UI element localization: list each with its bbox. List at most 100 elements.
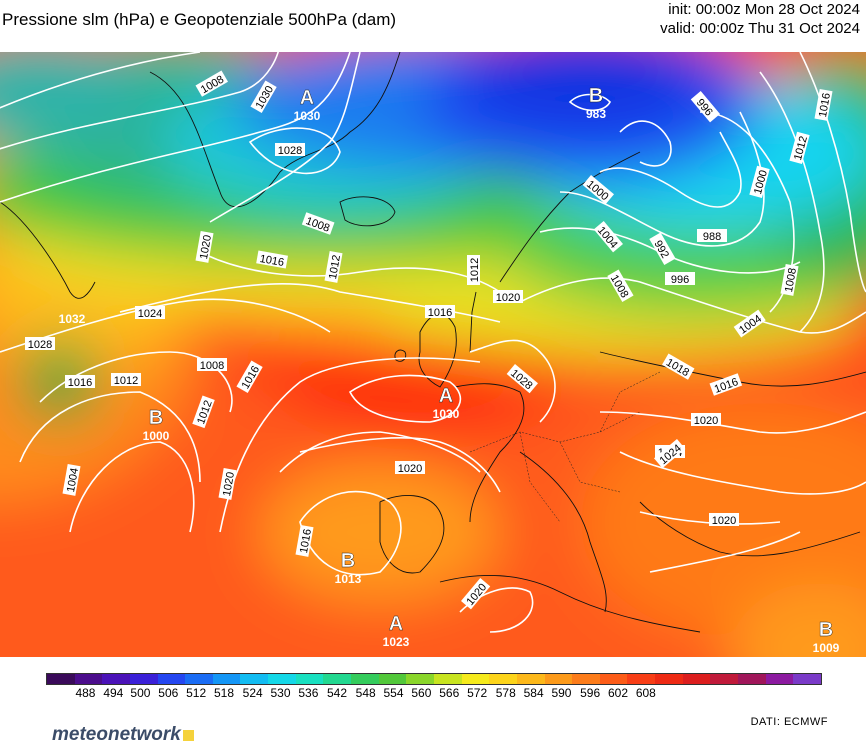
color-scale-segment [765,674,794,684]
isobar-label-text: 1028 [28,339,52,351]
isobar-value-label: 1028 [25,337,55,351]
color-scale-segment [710,674,739,684]
color-scale-tick-label: 584 [523,686,544,700]
color-scale-segment [102,674,130,684]
pressure-center-value: 1032 [59,312,86,326]
isobar-label-background [236,360,263,393]
isobar-label-background [197,358,227,371]
color-scale-tick-label: 488 [75,686,96,700]
color-scale-segment [544,674,573,684]
isobar-label-background [111,373,141,386]
isobar-label-background [395,461,425,474]
isobar-value-label: 1004 [62,464,81,496]
isobar-value-label: 988 [697,229,727,243]
color-scale-segment [351,674,379,684]
color-scale-segment [516,674,545,684]
run-info: init: 00:00z Mon 28 Oct 2024 valid: 00:0… [660,0,860,38]
isobar-value-label: 1020 [709,513,739,527]
isobar-label-text: 1016 [817,92,833,118]
color-scale-segment [268,674,296,684]
color-scale-tick-label: 500 [130,686,151,700]
color-scale-tick-label: 506 [158,686,179,700]
map-canvas: 1008 1030 1028 1008 1016 1012 1012 1016 1020 1020… [0,52,866,657]
color-scale-tick-label: 608 [635,686,656,700]
color-scale-tick-label: 524 [242,686,263,700]
color-scale-segment [655,674,683,684]
isobar-label-background [195,231,214,263]
isobar-label-background [649,232,676,265]
isobar-label-text: 1020 [221,471,237,497]
logo-text: meteonetwork [52,724,181,745]
isobar-label-text: 1008 [200,360,224,372]
isobar-label-text: 1024 [138,308,162,320]
color-scale-segment [323,674,352,684]
pressure-center-value: 1030 [294,109,321,123]
isobar-label-text: 988 [703,231,721,243]
isobar-value-label: 1024 [135,306,165,320]
isobar-value-label: 1012 [111,373,141,387]
isobar-label-background [662,353,695,380]
isobar-label-background [690,91,721,123]
pressure-center-value: 1023 [383,635,410,649]
pressure-center-value: 1000 [143,429,170,443]
isobar-label-background [425,305,455,318]
isobar-label-background [814,89,833,121]
isobar-label-background [25,337,55,350]
isobar-labels: 1008 1030 1028 1008 1016 1012 1012 1016 1020 1020… [25,70,833,610]
color-scale-tick-label: 494 [103,686,124,700]
color-scale-tick-label: 518 [214,686,235,700]
isobar-value-label: 1020 [218,468,237,500]
isobar-value-label: 1016 [295,525,314,557]
isobar-label-background [301,212,335,235]
color-scale-tick-label: 578 [495,686,516,700]
isobar-value-label: 1012 [324,251,343,283]
isobar-value-label: 1008 [197,358,227,372]
isobar-label-background [195,70,228,97]
color-scale-segment [627,674,656,684]
isobar-label-text: 1016 [428,307,452,319]
isobar-value-label: 1016 [256,250,288,269]
color-scale-tick-label: 566 [439,686,460,700]
isobar-label-background [709,513,739,526]
data-credit: DATI: ECMWF [750,716,828,728]
high-pressure-marker: A [389,613,403,635]
pressure-center-value: 1030 [433,407,460,421]
color-scale-segment [738,674,766,684]
isobar-label-background [295,525,314,557]
color-scale-segment [406,674,434,684]
color-scale-segment [793,674,821,684]
isobar-label-background [749,165,770,199]
isobar-value-label: 1020 [195,231,214,263]
isobar-label-background [789,131,810,165]
pressure-center-value: 1013 [335,572,362,586]
isobar-value-label: 1012 [467,255,481,285]
isobar-label-text: 1020 [198,234,214,260]
isobar-label-background [506,363,538,394]
high-pressure-marker: A [300,87,314,109]
isobar-label-background [275,143,305,156]
isobar-label-text: 1012 [469,258,481,282]
isobar-label-background [654,438,686,469]
color-scale-segment [185,674,213,684]
color-scale-segment [295,674,324,684]
isobar-label-background [709,373,743,396]
isobar-label-text: 1016 [259,253,285,269]
color-scale-tick-label: 590 [551,686,572,700]
low-pressure-marker: B [341,550,355,572]
color-scale-tick-label: 548 [355,686,376,700]
isobar-label-background [607,269,634,302]
pressure-center-value: 983 [586,107,606,121]
isobar-label-text: 1012 [327,254,343,280]
isobar-label-background [250,80,277,113]
isobar-value-label: 1016 [814,89,833,121]
weather-map: 1008 1030 1028 1008 1016 1012 1012 1016 1020 1020… [0,52,866,657]
isobar-value-label: 1008 [780,264,799,296]
isobar-value-label: 996 [665,272,695,286]
isobar-label-text: 1016 [68,377,92,389]
isobar-value-label: 1016 [65,375,95,389]
color-scale-tick-label: 512 [186,686,207,700]
color-scale-segment [157,674,186,684]
color-scale-segment [240,674,269,684]
isobar-label-text: 1020 [694,415,718,427]
